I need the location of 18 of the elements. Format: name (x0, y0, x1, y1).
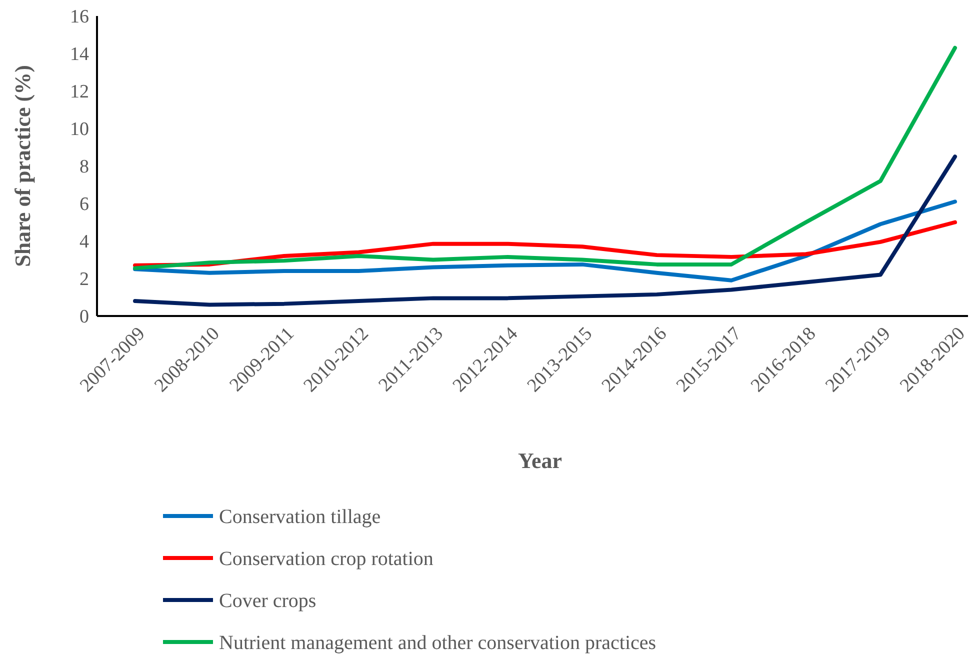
y-tick-label: 0 (80, 306, 89, 328)
y-tick-label: 8 (80, 156, 89, 178)
y-tick-label: 12 (70, 82, 89, 103)
y-tick-label: 10 (70, 119, 89, 140)
legend-label: Cover crops (219, 590, 316, 612)
legend-label: Conservation crop rotation (219, 548, 434, 570)
y-tick-label: 2 (80, 269, 89, 290)
y-tick-label: 6 (80, 194, 89, 216)
legend-label: Conservation tillage (219, 506, 381, 528)
line-series (133, 154, 957, 307)
x-axis-title: Year (518, 448, 562, 473)
line-series (133, 46, 957, 270)
line-series (133, 200, 957, 282)
y-axis-title: Share of practice (%) (10, 65, 35, 267)
y-tick-label: 16 (70, 6, 89, 28)
y-tick-label: 14 (70, 44, 90, 66)
y-tick-label: 4 (80, 232, 90, 253)
legend-label: Nutrient management and other conservation practices (219, 632, 656, 654)
